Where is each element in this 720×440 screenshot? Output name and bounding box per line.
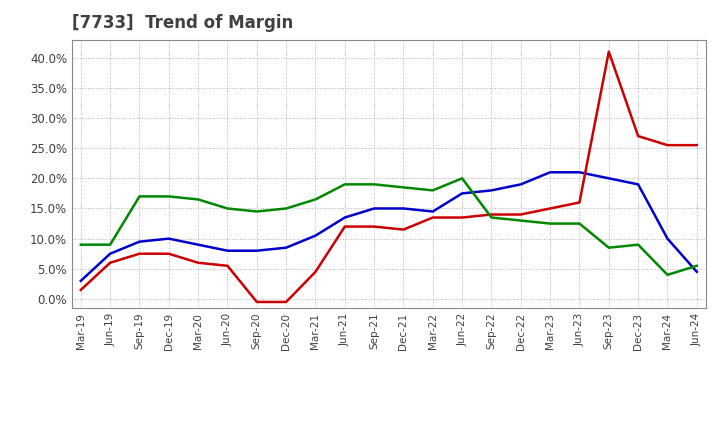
Ordinary Income: [311, 233, 320, 238]
Ordinary Income: [253, 248, 261, 253]
Operating Cashflow: [516, 218, 525, 223]
Operating Cashflow: [546, 221, 554, 226]
Net Income: [663, 143, 672, 148]
Net Income: [487, 212, 496, 217]
Net Income: [428, 215, 437, 220]
Operating Cashflow: [663, 272, 672, 278]
Ordinary Income: [135, 239, 144, 244]
Net Income: [546, 206, 554, 211]
Operating Cashflow: [370, 182, 379, 187]
Ordinary Income: [693, 269, 701, 275]
Net Income: [634, 133, 642, 139]
Net Income: [370, 224, 379, 229]
Ordinary Income: [106, 251, 114, 257]
Operating Cashflow: [311, 197, 320, 202]
Net Income: [399, 227, 408, 232]
Line: Ordinary Income: Ordinary Income: [81, 172, 697, 281]
Ordinary Income: [458, 191, 467, 196]
Ordinary Income: [575, 170, 584, 175]
Ordinary Income: [605, 176, 613, 181]
Net Income: [341, 224, 349, 229]
Net Income: [311, 269, 320, 275]
Operating Cashflow: [223, 206, 232, 211]
Net Income: [135, 251, 144, 257]
Ordinary Income: [164, 236, 173, 241]
Operating Cashflow: [106, 242, 114, 247]
Net Income: [282, 299, 290, 304]
Operating Cashflow: [76, 242, 85, 247]
Line: Net Income: Net Income: [81, 51, 697, 302]
Ordinary Income: [663, 236, 672, 241]
Ordinary Income: [546, 170, 554, 175]
Operating Cashflow: [575, 221, 584, 226]
Operating Cashflow: [341, 182, 349, 187]
Operating Cashflow: [428, 188, 437, 193]
Ordinary Income: [341, 215, 349, 220]
Ordinary Income: [282, 245, 290, 250]
Operating Cashflow: [194, 197, 202, 202]
Operating Cashflow: [282, 206, 290, 211]
Operating Cashflow: [253, 209, 261, 214]
Operating Cashflow: [693, 263, 701, 268]
Ordinary Income: [223, 248, 232, 253]
Net Income: [605, 49, 613, 54]
Net Income: [253, 299, 261, 304]
Net Income: [194, 260, 202, 265]
Ordinary Income: [487, 188, 496, 193]
Operating Cashflow: [458, 176, 467, 181]
Net Income: [458, 215, 467, 220]
Ordinary Income: [399, 206, 408, 211]
Operating Cashflow: [164, 194, 173, 199]
Net Income: [516, 212, 525, 217]
Operating Cashflow: [399, 185, 408, 190]
Net Income: [106, 260, 114, 265]
Operating Cashflow: [487, 215, 496, 220]
Net Income: [575, 200, 584, 205]
Net Income: [164, 251, 173, 257]
Ordinary Income: [428, 209, 437, 214]
Ordinary Income: [370, 206, 379, 211]
Ordinary Income: [76, 278, 85, 283]
Ordinary Income: [634, 182, 642, 187]
Line: Operating Cashflow: Operating Cashflow: [81, 178, 697, 275]
Operating Cashflow: [634, 242, 642, 247]
Net Income: [76, 287, 85, 293]
Text: [7733]  Trend of Margin: [7733] Trend of Margin: [72, 15, 293, 33]
Operating Cashflow: [605, 245, 613, 250]
Net Income: [693, 143, 701, 148]
Ordinary Income: [516, 182, 525, 187]
Operating Cashflow: [135, 194, 144, 199]
Ordinary Income: [194, 242, 202, 247]
Net Income: [223, 263, 232, 268]
